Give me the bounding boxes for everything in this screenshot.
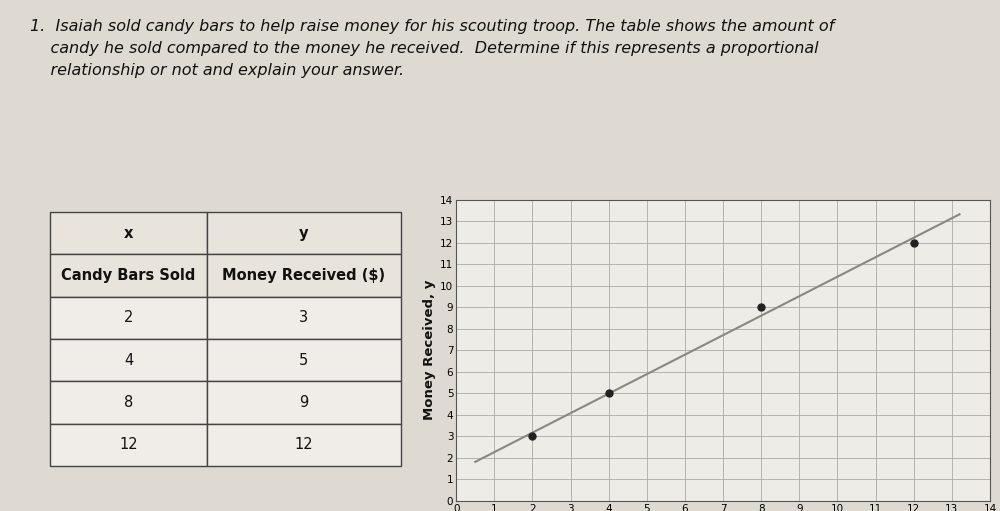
Bar <box>207 381 401 424</box>
Bar <box>50 381 207 424</box>
Bar <box>207 212 401 254</box>
Text: 12: 12 <box>295 437 313 452</box>
Point <box>524 432 540 440</box>
Point <box>906 239 922 247</box>
Text: y: y <box>299 225 309 241</box>
Text: 4: 4 <box>124 353 133 367</box>
Text: 9: 9 <box>299 395 308 410</box>
Text: 3: 3 <box>299 310 308 326</box>
Text: 1.  Isaiah sold candy bars to help raise money for his scouting troop. The table: 1. Isaiah sold candy bars to help raise … <box>30 19 834 78</box>
Bar <box>207 424 401 466</box>
Text: 5: 5 <box>299 353 308 367</box>
Bar <box>50 254 207 296</box>
Bar <box>207 254 401 296</box>
Bar <box>50 339 207 381</box>
Bar <box>50 424 207 466</box>
Bar <box>50 296 207 339</box>
Bar <box>207 339 401 381</box>
Point <box>753 303 769 311</box>
Text: 12: 12 <box>119 437 138 452</box>
Text: Candy Bars Sold: Candy Bars Sold <box>61 268 196 283</box>
Point <box>601 389 617 398</box>
Text: 2: 2 <box>124 310 133 326</box>
Text: 8: 8 <box>124 395 133 410</box>
Bar <box>50 212 207 254</box>
Text: x: x <box>124 225 133 241</box>
Bar <box>207 296 401 339</box>
Text: Money Received ($): Money Received ($) <box>222 268 385 283</box>
Y-axis label: Money Received, y: Money Received, y <box>423 280 436 421</box>
